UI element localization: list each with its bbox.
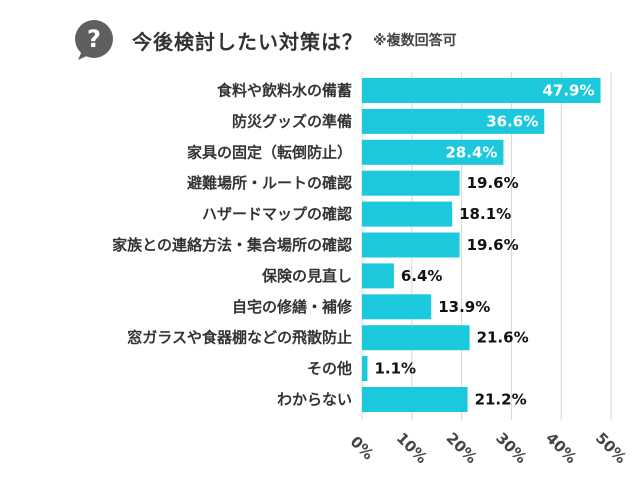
value-label: 18.1%	[459, 205, 511, 223]
category-label: 食料や飲料水の備蓄	[217, 82, 352, 100]
bar	[362, 294, 432, 320]
bar	[362, 139, 504, 165]
value-label: 19.6%	[467, 236, 519, 254]
bar	[362, 356, 368, 382]
category-label: その他	[307, 360, 352, 378]
category-label: 保険の見直し	[261, 267, 352, 285]
value-label: 36.6%	[486, 112, 538, 130]
chart-title: 今後検討したい対策は？	[132, 29, 363, 54]
value-label: 28.4%	[445, 143, 497, 161]
chart-header: ? 今後検討したい対策は？ ※複数回答可	[72, 14, 457, 66]
value-label: 47.9%	[542, 82, 594, 100]
tick-label: 30%	[492, 429, 530, 467]
category-label: 家族との連絡方法・集合場所の確認	[112, 236, 352, 254]
value-label: 13.9%	[438, 298, 490, 316]
bar	[362, 170, 460, 196]
value-label: 19.6%	[467, 174, 519, 192]
chart-note: ※複数回答可	[373, 33, 457, 49]
tick-label: 50%	[592, 429, 630, 467]
tick-label: 10%	[393, 429, 431, 467]
value-label: 21.6%	[477, 329, 529, 347]
value-labels: 47.9%36.6% 28.4% 19.6% 18.1% 19.6% 6.4% 13.9% 2…	[374, 82, 594, 409]
tick-label: 20%	[443, 429, 481, 467]
category-label: 自宅の修繕・補修	[232, 298, 353, 316]
bars	[362, 78, 601, 412]
bar	[362, 78, 601, 103]
question-bubble-icon: ?	[72, 18, 116, 62]
bar	[362, 387, 468, 412]
bar	[362, 325, 470, 351]
category-label: 避難場所・ルートの確認	[187, 174, 352, 192]
bar	[362, 232, 460, 258]
category-label: 防災グッズの準備	[232, 112, 352, 130]
category-label: わからない	[277, 391, 352, 409]
value-label: 6.4%	[401, 267, 443, 285]
tick-label: 0%	[347, 433, 378, 464]
value-label: 1.1%	[374, 360, 416, 378]
svg-text:?: ?	[87, 25, 101, 53]
category-label: 家具の固定（転倒防止）	[187, 143, 352, 161]
bar	[362, 263, 394, 289]
category-label: ハザードマップの確認	[202, 205, 352, 223]
bar	[362, 108, 545, 134]
x-axis-ticks: 0% 10% 20% 30% 40% 50%	[347, 429, 630, 467]
bar	[362, 201, 453, 227]
category-label: 窓ガラスや食器棚などの飛散防止	[127, 329, 352, 347]
value-label: 21.2%	[475, 391, 527, 409]
tick-label: 40%	[542, 429, 580, 467]
